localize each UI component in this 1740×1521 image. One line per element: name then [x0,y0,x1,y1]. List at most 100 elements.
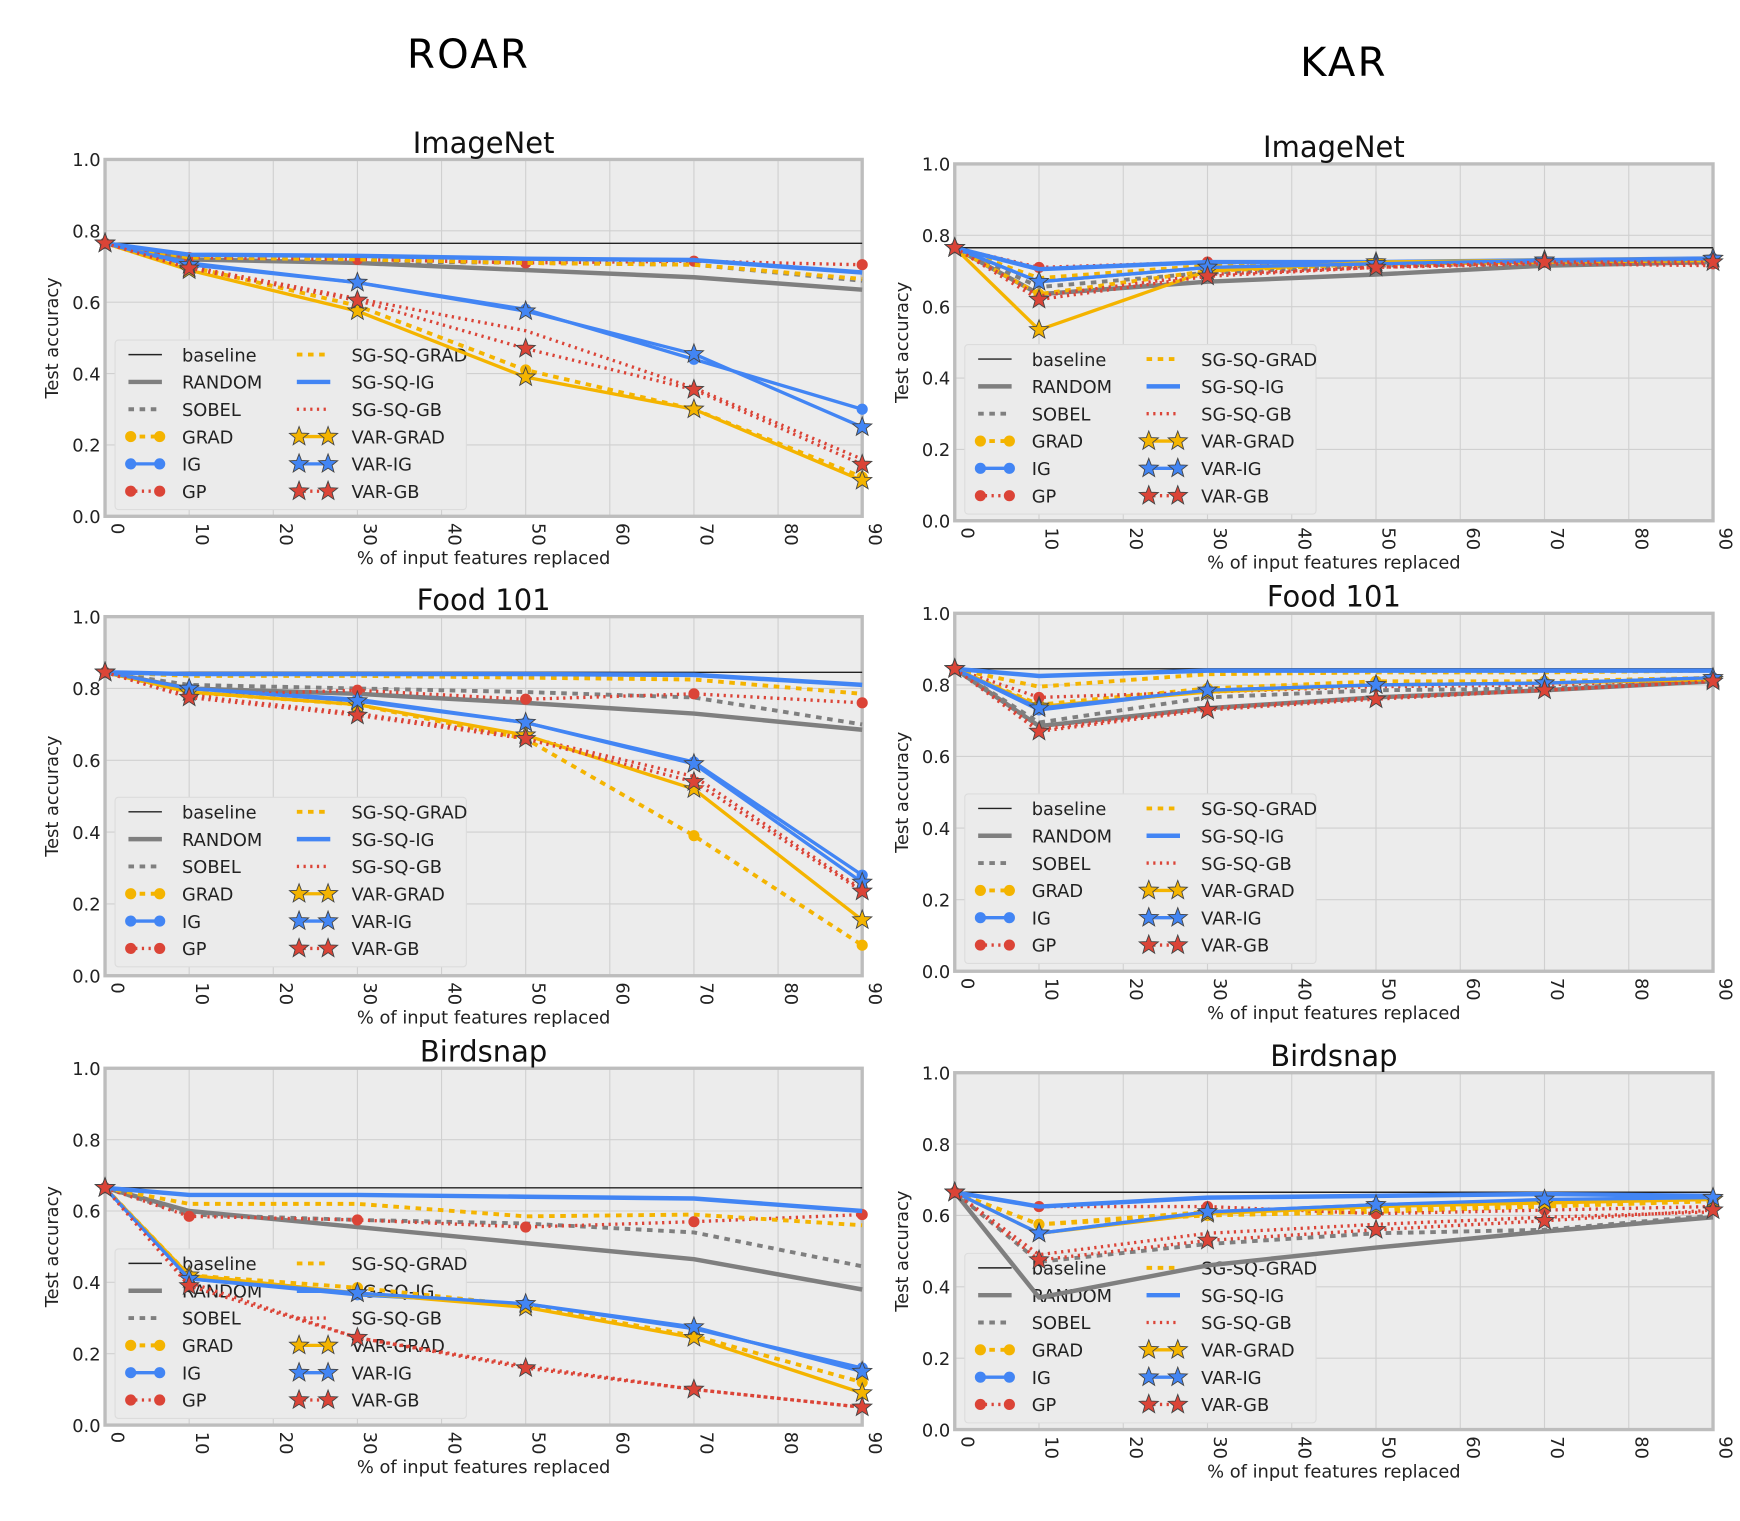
series-var-gb-line [104,670,864,893]
series-var-gb-marker [943,1180,966,1202]
series-var-gb-marker [851,879,874,901]
x-tick-label: 20 [275,1432,296,1455]
legend-label-sobel: SOBEL [1032,1313,1091,1334]
x-tick-label: 0 [107,1432,128,1443]
series-grad-marker [688,830,700,842]
series-var-gb-marker [1702,250,1724,272]
legend-label-grad: GRAD [182,427,233,448]
x-tick-label: 80 [780,1432,801,1455]
x-tick-label: 90 [864,1432,885,1455]
legend-marker [154,1339,166,1351]
x-tick-label: 70 [696,523,717,546]
legend-label-sg-sq-grad: SG-SQ-GRAD [351,802,467,823]
y-tick-label: 0.8 [922,1135,950,1156]
series-var-ig-marker [1028,1222,1050,1243]
legend-marker [1166,457,1189,478]
series-sg-sq-ig-line [104,1185,863,1214]
y-tick-label: 0.4 [922,369,950,390]
legend-marker [317,937,339,958]
y-tick-label: 1.0 [922,1063,950,1084]
legend-marker [974,1371,986,1383]
legend-label-ig: IG [1032,908,1051,929]
legend-label-sg-sq-ig: SG-SQ-IG [1201,377,1284,398]
legend-label-gp: GP [182,1391,207,1412]
legend-label-grad: GRAD [1032,432,1083,453]
series-sg-sq-ig-line [104,670,863,688]
series-var-grad-marker [683,1326,705,1347]
series-var-gb-marker [94,1176,116,1197]
legend-label-grad: GRAD [182,1336,233,1357]
legend-label-grad: GRAD [182,884,233,905]
x-tick-label: 40 [443,523,464,546]
series-var-gb-marker [514,337,537,358]
series-sg-sq-ig-line [954,1190,1714,1209]
x-tick-label: 0 [956,527,977,538]
x-tick-label: 20 [1125,527,1146,550]
y-tick-label: 0.0 [922,511,950,532]
legend-marker [1166,1365,1189,1387]
legend-marker [1166,906,1189,927]
x-tick-label: 60 [612,982,633,1005]
x-tick-label: 0 [956,1436,977,1447]
series-sg-sq-gb-line [104,670,864,891]
series-var-gb-marker [943,657,966,678]
legend-marker [1166,484,1189,505]
series-gp-marker [520,693,532,705]
x-tick-label: 50 [1378,1436,1399,1459]
x-tick-label: 10 [191,1432,212,1455]
legend-label-ig: IG [1032,1368,1051,1389]
y-tick-label: 1.0 [922,604,950,625]
legend-label-gp: GP [182,939,207,960]
series-var-ig-marker [851,415,873,437]
x-tick-label: 80 [1630,1436,1651,1459]
x-tick-label: 20 [1125,1436,1146,1459]
series-var-gb-marker [514,727,537,748]
legend-label-var-grad: VAR-GRAD [351,1336,444,1357]
series-var-gb-marker [1028,288,1050,309]
legend-marker [125,1339,137,1351]
legend-marker [974,462,986,474]
legend-box [114,796,467,968]
x-tick-label: 10 [1041,1436,1062,1459]
series-var-ig-marker [346,271,369,292]
series-var-ig-marker [683,342,705,364]
chart-title: Food 101 [1267,580,1401,614]
legend-label-sg-sq-grad: SG-SQ-GRAD [1201,799,1317,820]
y-tick-label: 0.0 [72,966,100,987]
x-tick-label: 20 [1125,978,1146,1001]
legend-marker [1166,933,1189,955]
chart-title: Birdsnap [420,1035,547,1069]
series-var-gb-marker [683,378,705,399]
series-var-gb-line [103,1186,863,1409]
legend-marker [1166,1393,1189,1414]
y-tick-label: 0.4 [72,823,100,844]
x-tick-label: 20 [275,523,296,546]
x-axis-label: % of input features replaced [1207,1462,1461,1483]
legend-label-sobel: SOBEL [182,400,241,421]
series-sg-sq-gb-line [103,1186,863,1409]
y-tick-label: 0.8 [922,676,950,697]
legend-label-var-grad: VAR-GRAD [1201,432,1294,453]
legend-label-sobel: SOBEL [182,857,241,878]
legend-label-sg-sq-gb: SG-SQ-GB [351,857,442,878]
legend-marker [125,458,137,470]
legend-label-sobel: SOBEL [182,1309,241,1330]
series-sg-sq-gb-line [953,246,1714,298]
legend-marker [154,888,166,900]
series-var-gb-marker [1365,1218,1387,1239]
legend-marker [1003,1398,1015,1411]
series-var-ig-marker [1196,1200,1219,1222]
y-tick-label: 0.0 [72,1416,100,1437]
legend-marker [1003,1344,1015,1356]
series-var-gb-marker [1196,265,1219,286]
x-axis-label: % of input features replaced [357,548,611,569]
series-random-line [953,1190,1714,1300]
series-var-gb-marker [346,289,369,310]
legend-label-baseline: baseline [1032,799,1107,820]
legend-marker [1003,1371,1015,1383]
legend-label-sg-sq-ig: SG-SQ-IG [1201,826,1284,847]
x-tick-label: 10 [191,523,212,546]
series-var-gb-marker [1196,1229,1219,1250]
series-sobel-line [953,667,1714,725]
